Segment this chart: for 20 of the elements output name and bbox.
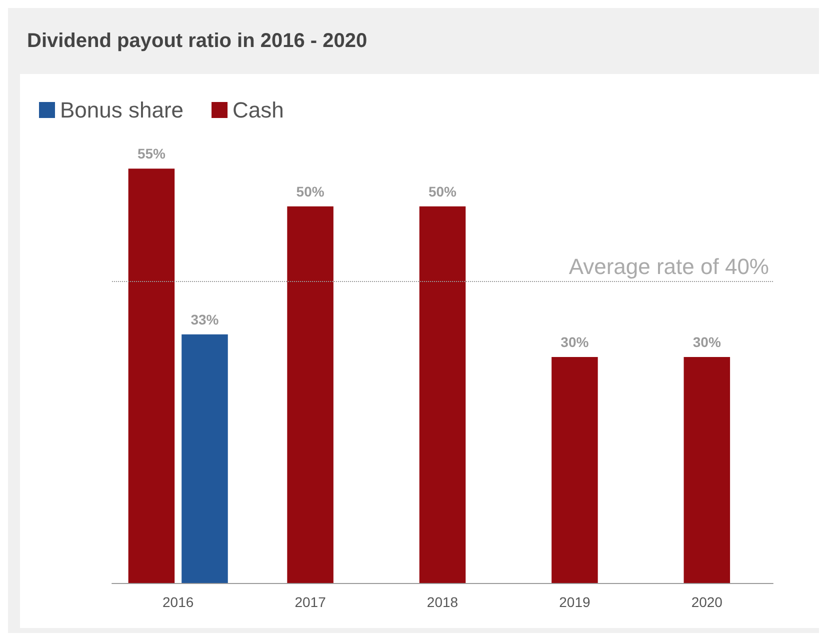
legend-label: Cash bbox=[232, 98, 284, 122]
chart-title: Dividend payout ratio in 2016 - 2020 bbox=[27, 30, 368, 52]
bar bbox=[287, 206, 334, 583]
x-tick-label: 2020 bbox=[691, 594, 723, 610]
bar bbox=[419, 206, 466, 583]
data-label: 50% bbox=[296, 183, 325, 200]
legend-label: Bonus share bbox=[60, 98, 184, 122]
bar bbox=[552, 357, 598, 583]
bar bbox=[684, 357, 730, 583]
data-label: 30% bbox=[692, 334, 722, 350]
data-label: 50% bbox=[428, 183, 458, 200]
x-tick-label: 2017 bbox=[294, 594, 326, 610]
data-label: 55% bbox=[137, 146, 166, 162]
data-label: 30% bbox=[560, 334, 590, 350]
data-label: 33% bbox=[190, 311, 220, 328]
ref-line-label: Average rate of 40% bbox=[568, 254, 769, 280]
x-tick-label: 2018 bbox=[426, 594, 458, 610]
bar bbox=[182, 334, 228, 583]
x-tick-label: 2016 bbox=[162, 594, 194, 610]
x-tick-label: 2019 bbox=[559, 594, 590, 610]
